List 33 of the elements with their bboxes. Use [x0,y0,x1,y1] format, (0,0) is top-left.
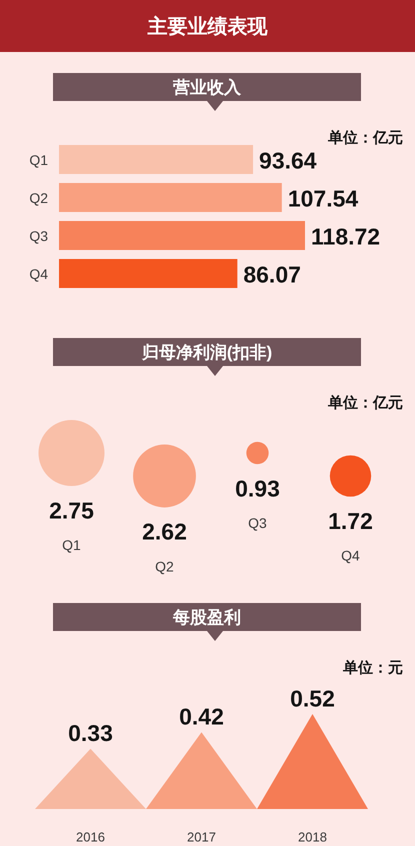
category-label: Q4 [341,548,360,564]
chart-title: 每股盈利 [172,608,241,628]
category-label: Q2 [155,558,174,574]
y-tick-label: Q2 [29,190,48,206]
text: 单位：亿元 [327,129,403,146]
y-tick-label: Q1 [29,152,48,168]
bar [59,259,238,288]
data-label: 93.64 [259,147,317,174]
x-tick-label: 2018 [298,830,327,845]
bar [59,221,305,250]
data-label: 0.93 [235,475,280,502]
data-label: 0.33 [68,720,113,746]
data-label: 2.62 [142,518,187,545]
category-label: Q3 [248,515,268,532]
category-label: Q1 [62,537,82,554]
data-label: 0.42 [179,704,224,730]
text: 主要业绩表现 [146,15,268,38]
data-label: 1.72 [328,508,373,534]
bar [59,183,282,212]
data-label: 107.54 [288,185,358,212]
data-label: 0.52 [290,685,335,712]
y-tick-label: Q4 [29,266,48,282]
data-label: 2.75 [49,497,94,524]
data-label: 86.07 [243,261,301,288]
text: 归母净利润(扣非) [140,343,272,362]
bar [59,145,254,174]
x-tick-label: 2017 [187,830,216,845]
data-label: 118.72 [311,223,380,250]
y-tick-label: Q3 [29,228,48,244]
text: 单位：亿元 [327,394,403,412]
text: 单位：元 [342,659,403,676]
chart-title: 营业收入 [172,78,242,98]
x-tick-label: 2016 [76,830,105,845]
